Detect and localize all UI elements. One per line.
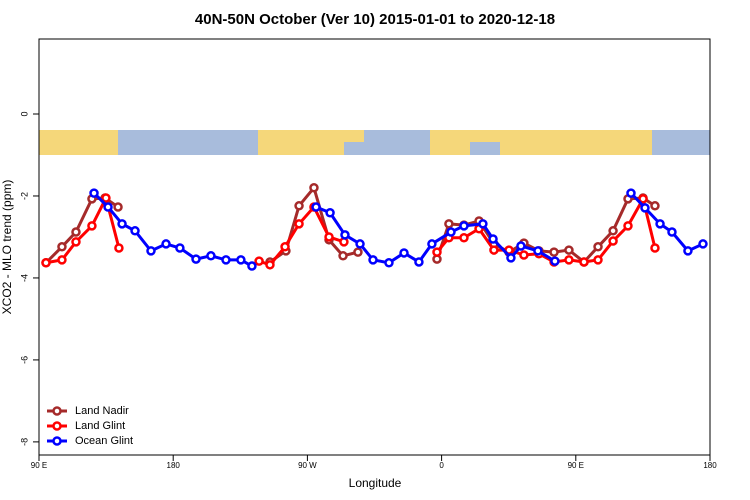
- data-point: [489, 245, 499, 255]
- data-point: [698, 239, 708, 249]
- data-point: [427, 239, 437, 249]
- data-point: [608, 236, 618, 246]
- legend-label: Ocean Glint: [75, 435, 133, 447]
- data-point: [114, 243, 124, 253]
- data-point: [593, 255, 603, 265]
- data-point: [638, 194, 648, 204]
- data-point: [550, 256, 560, 266]
- data-point: [280, 242, 290, 252]
- x-tick-label: 180: [703, 461, 717, 470]
- data-point: [265, 260, 275, 270]
- data-point: [206, 251, 216, 261]
- data-point: [247, 261, 257, 271]
- data-point: [113, 202, 123, 212]
- data-point: [414, 257, 424, 267]
- data-point: [254, 256, 264, 266]
- y-tick-label: -4: [19, 274, 29, 282]
- data-point: [146, 246, 156, 256]
- x-tick-label: 90 E: [31, 461, 47, 470]
- data-point: [564, 255, 574, 265]
- data-point: [516, 241, 526, 251]
- data-point: [311, 202, 321, 212]
- data-point: [446, 227, 456, 237]
- data-point: [593, 242, 603, 252]
- x-tick-label: 90 W: [298, 461, 317, 470]
- data-point: [444, 219, 454, 229]
- x-tick-label: 180: [167, 461, 181, 470]
- data-point: [564, 245, 574, 255]
- data-point: [191, 254, 201, 264]
- data-point: [294, 219, 304, 229]
- y-tick-label: -6: [19, 356, 29, 364]
- data-point: [579, 257, 589, 267]
- data-point: [459, 233, 469, 243]
- data-point: [71, 227, 81, 237]
- data-point: [41, 258, 51, 268]
- data-point: [57, 255, 67, 265]
- x-tick-label: 90 E: [568, 461, 584, 470]
- data-point: [650, 243, 660, 253]
- data-point: [325, 208, 335, 218]
- chart-title: 40N-50N October (Ver 10) 2015-01-01 to 2…: [195, 11, 555, 28]
- data-point: [667, 227, 677, 237]
- data-point: [488, 234, 498, 244]
- data-point: [640, 203, 650, 213]
- data-point: [399, 248, 409, 258]
- data-point: [549, 247, 559, 257]
- legend-marker: [52, 406, 62, 416]
- x-tick-label: 0: [439, 461, 444, 470]
- data-point: [683, 246, 693, 256]
- data-point: [87, 221, 97, 231]
- y-tick-label: -2: [19, 192, 29, 200]
- data-point: [294, 201, 304, 211]
- data-point: [89, 188, 99, 198]
- data-point: [478, 219, 488, 229]
- data-point: [57, 242, 67, 252]
- y-tick-label: 0: [19, 111, 29, 116]
- data-point: [130, 226, 140, 236]
- map-strip: [39, 130, 710, 155]
- data-point: [309, 183, 319, 193]
- data-point: [71, 237, 81, 247]
- data-point: [650, 201, 660, 211]
- data-point: [506, 253, 516, 263]
- data-point: [519, 250, 529, 260]
- data-point: [626, 188, 636, 198]
- data-point: [175, 243, 185, 253]
- legend-label: Land Glint: [75, 420, 125, 432]
- y-axis-label: XCO2 - MLO trend (ppm): [0, 180, 14, 315]
- data-point: [324, 232, 334, 242]
- data-point: [161, 239, 171, 249]
- data-point: [338, 251, 348, 261]
- data-point: [655, 219, 665, 229]
- legend-label: Land Nadir: [75, 405, 129, 417]
- data-point: [236, 255, 246, 265]
- series-line: [435, 196, 656, 264]
- data-point: [340, 230, 350, 240]
- data-point: [103, 202, 113, 212]
- data-point: [608, 226, 618, 236]
- plot-frame: [38, 38, 711, 456]
- data-point: [623, 221, 633, 231]
- legend-marker: [52, 421, 62, 431]
- data-point: [384, 258, 394, 268]
- data-point: [355, 239, 365, 249]
- data-point: [533, 246, 543, 256]
- series-line: [435, 194, 657, 264]
- legend-marker: [52, 436, 62, 446]
- data-point: [353, 247, 363, 257]
- data-point: [221, 255, 231, 265]
- data-point: [101, 193, 111, 203]
- y-tick-label: -8: [19, 438, 29, 446]
- data-point: [459, 221, 469, 231]
- data-point: [117, 219, 127, 229]
- x-axis-label: Longitude: [349, 476, 402, 490]
- data-point: [368, 255, 378, 265]
- data-point: [432, 247, 442, 257]
